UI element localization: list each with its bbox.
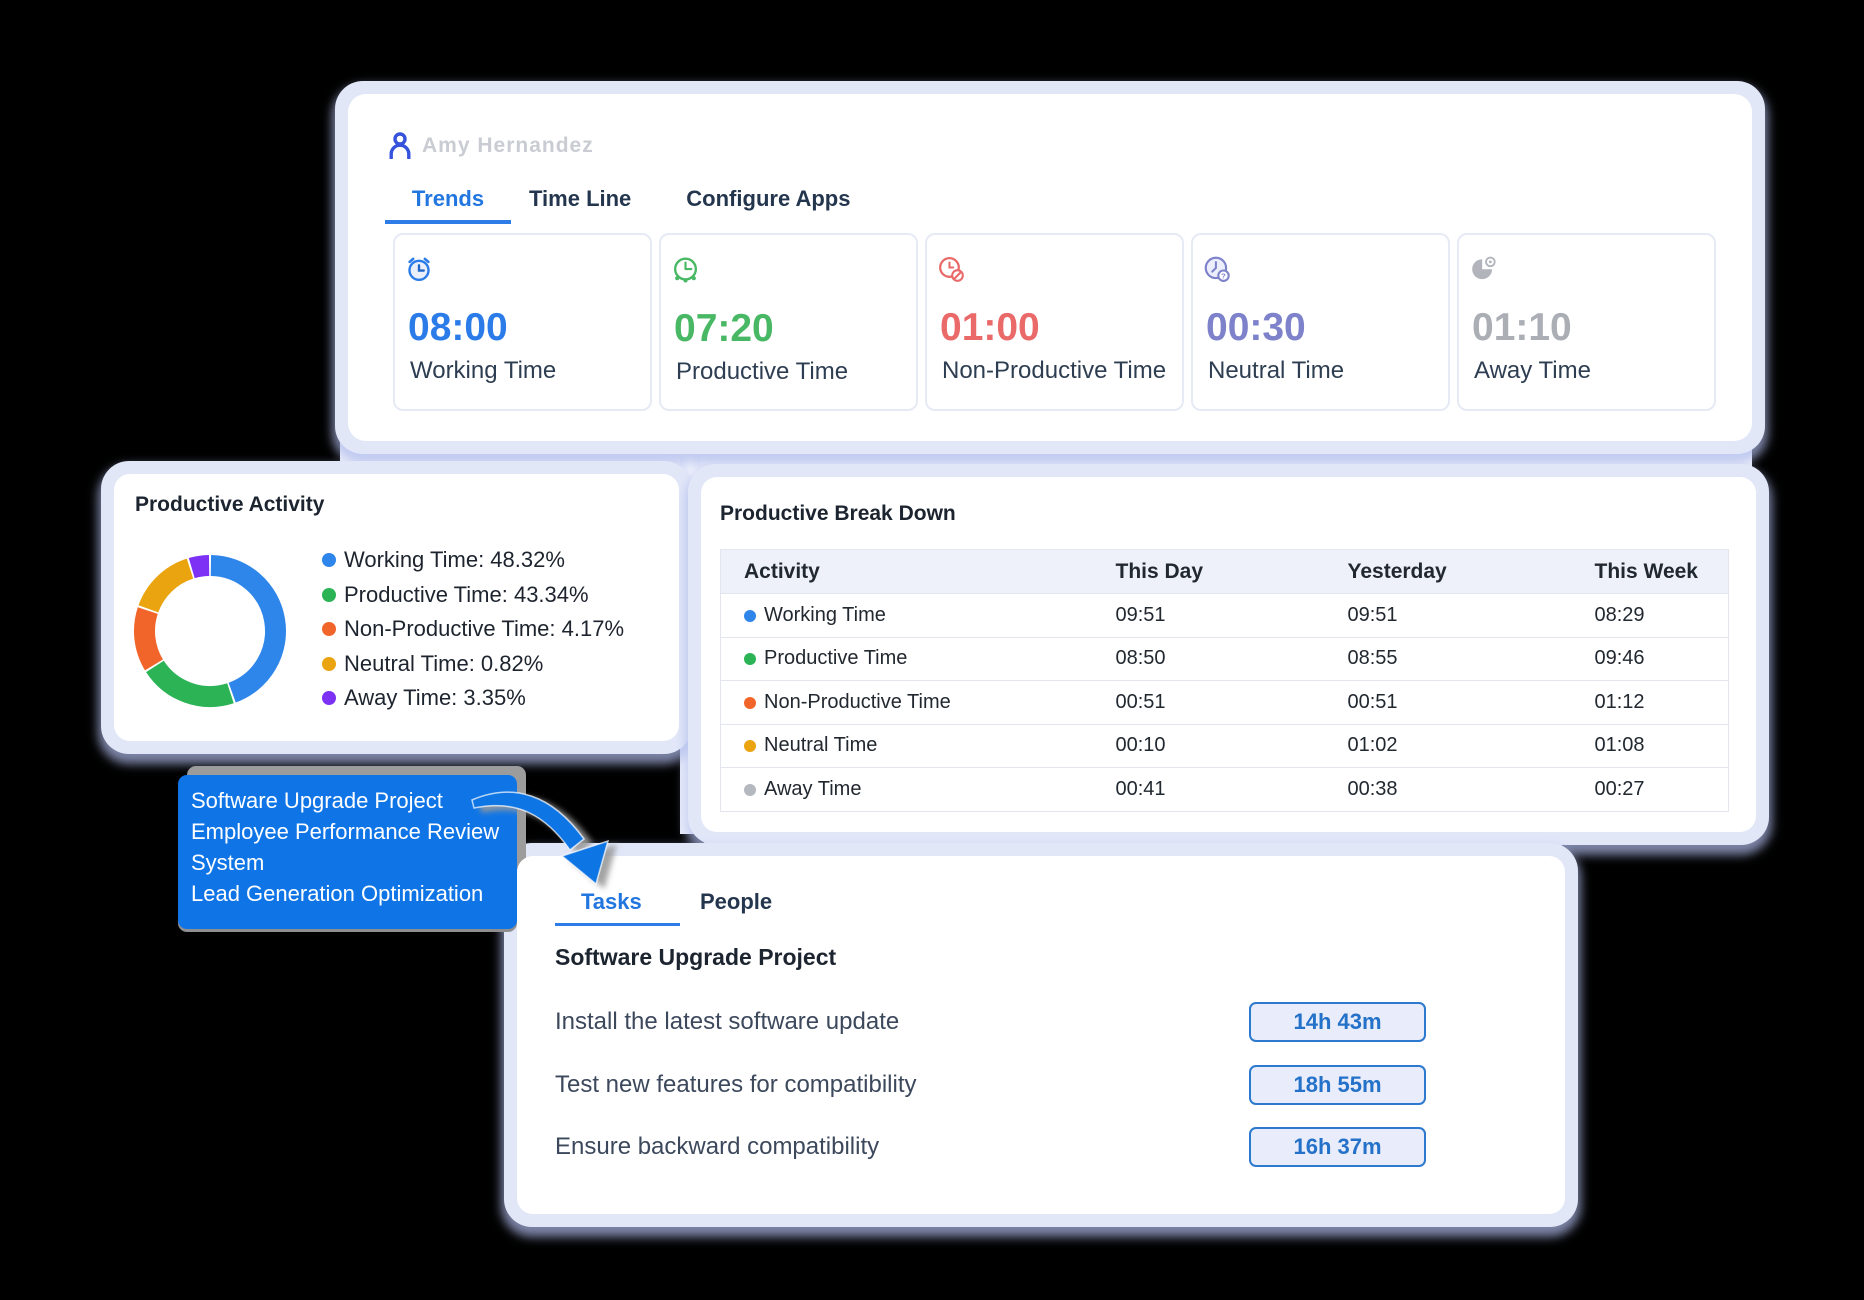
svg-text:?: ?: [1221, 272, 1226, 281]
